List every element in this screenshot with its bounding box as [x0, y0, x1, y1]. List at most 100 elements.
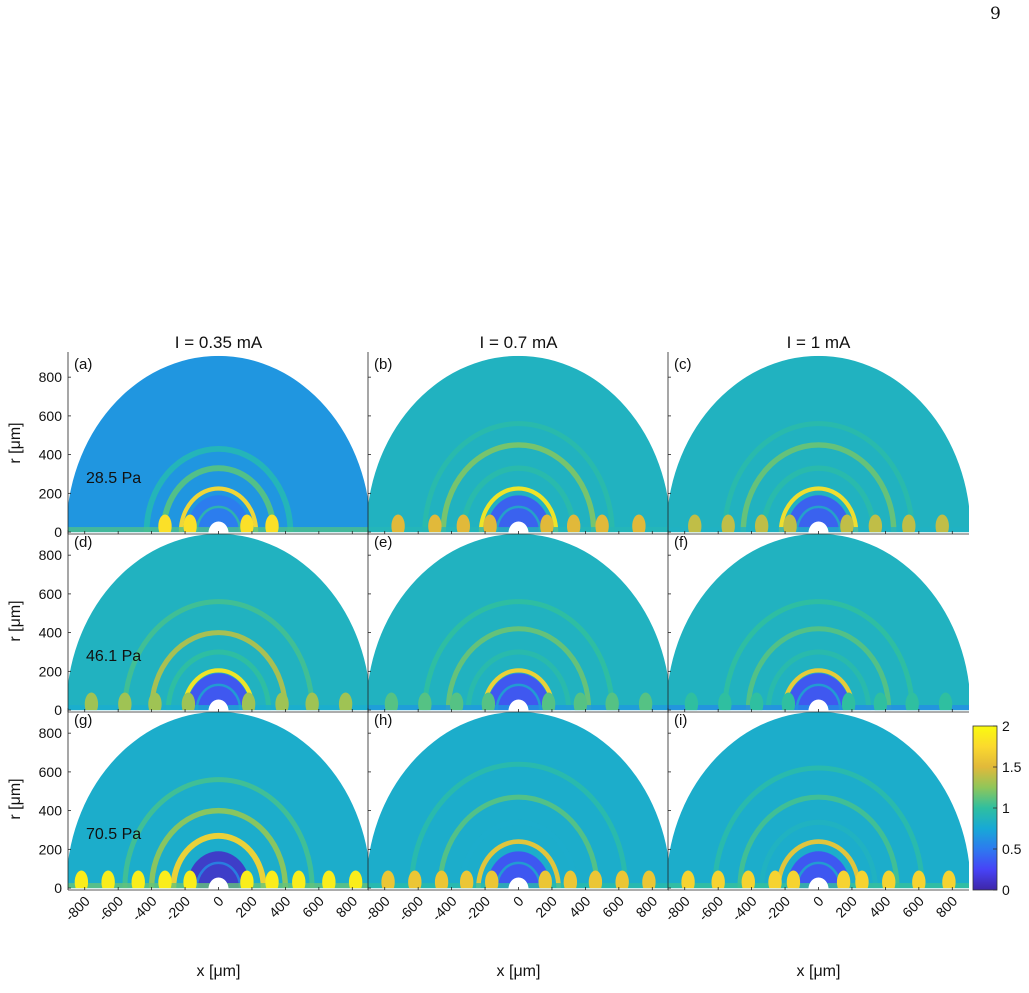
pressure-label: 70.5 Pa	[86, 826, 141, 843]
y-tick-label: 400	[39, 803, 63, 819]
x-tick-label: -400	[429, 893, 460, 924]
heatmap-blob	[840, 514, 854, 533]
y-tick-label: 800	[39, 725, 63, 741]
pressure-label: 46.1 Pa	[86, 648, 141, 665]
electrode-hole	[808, 699, 829, 712]
y-tick-label: 800	[39, 369, 63, 385]
electrode-hole	[208, 877, 229, 890]
x-tick-label: 600	[599, 893, 627, 921]
heatmap-band	[722, 599, 915, 711]
electrode-hole	[808, 877, 829, 890]
electrode-hole	[508, 877, 529, 890]
heatmap-band	[795, 505, 842, 533]
heatmap-electrode-region	[486, 673, 551, 711]
heatmap-blob	[711, 870, 725, 889]
colorbar-tick-label: 1.5	[1002, 759, 1022, 775]
heatmap-blob	[902, 514, 916, 533]
x-tick-label: 0	[510, 893, 527, 910]
heatmap-band	[778, 486, 859, 533]
heatmap-blob	[855, 870, 869, 889]
heatmap-band	[776, 839, 861, 889]
x-axis-label: x [μm]	[797, 963, 841, 980]
x-tick-label: -200	[162, 893, 193, 924]
column-title: I = 1 mA	[787, 333, 851, 352]
heatmap-blob	[566, 514, 581, 533]
x-tick-label: 800	[333, 893, 361, 921]
panel-label: (h)	[374, 712, 392, 729]
heatmap-blob	[131, 870, 145, 889]
y-tick-label: 0	[54, 880, 62, 896]
panel-label: (a)	[74, 356, 92, 373]
panel-a	[68, 355, 369, 534]
panel-label: (i)	[674, 712, 687, 729]
electrode-hole	[508, 521, 529, 534]
colorbar-tick-label: 1	[1002, 800, 1010, 816]
heatmap-band	[795, 683, 842, 711]
heatmap-electrode-region	[786, 495, 851, 533]
heatmap-blob	[540, 514, 554, 533]
heatmap-band	[495, 683, 542, 711]
x-tick-label: -800	[62, 893, 93, 924]
y-tick-label: 800	[39, 547, 63, 563]
heatmap-blob	[595, 514, 609, 533]
heatmap-blob	[873, 692, 888, 711]
heatmap-band	[722, 421, 915, 533]
heatmap-blob	[538, 870, 552, 889]
x-tick-label: -800	[662, 893, 693, 924]
heatmap-band	[737, 794, 900, 889]
heatmap-blob	[183, 514, 197, 533]
heatmap-band	[195, 505, 242, 533]
heatmap-blob	[434, 870, 449, 889]
heatmap-band	[712, 765, 925, 889]
heatmap-blob	[912, 870, 926, 889]
heatmap-band	[122, 599, 315, 711]
heatmap-blob	[754, 514, 769, 533]
heatmap-blob	[718, 692, 732, 711]
heatmap-band	[765, 649, 872, 711]
x-tick-label: -200	[462, 893, 493, 924]
heatmap-band	[495, 505, 542, 533]
panel-b	[368, 355, 669, 534]
colorbar-tick-label: 2	[1002, 718, 1010, 734]
heatmap-band	[476, 839, 561, 889]
panel-g	[68, 711, 369, 890]
colorbar-tick-label: 0	[1002, 882, 1010, 898]
heatmap-electrode-region	[186, 851, 251, 889]
column-title: I = 0.35 mA	[175, 333, 263, 352]
y-tick-label: 0	[54, 702, 62, 718]
heatmap-electrode-region	[186, 673, 251, 711]
electrode-hole	[208, 521, 229, 534]
panel-label: (d)	[74, 534, 92, 551]
panel-h	[368, 711, 669, 890]
heatmap-blob	[768, 870, 782, 889]
electrode-hole	[208, 699, 229, 712]
y-tick-label: 600	[39, 764, 63, 780]
heatmap-electrode-region	[486, 851, 551, 889]
heatmap-blob	[305, 692, 319, 711]
x-tick-label: -400	[729, 893, 760, 924]
heatmap-blob	[391, 514, 405, 533]
heatmap-blob	[688, 514, 702, 533]
heatmap-blob	[588, 870, 603, 889]
heatmap-band	[195, 861, 242, 889]
heatmap-band	[740, 442, 897, 533]
y-axis-label: r [μm]	[7, 600, 24, 641]
heatmap-band	[408, 761, 629, 889]
heatmap-blob	[101, 870, 115, 889]
heatmap-band	[478, 486, 559, 533]
y-tick-label: 400	[39, 625, 63, 641]
heatmap-blob	[938, 692, 953, 711]
panel-label: (b)	[374, 356, 392, 373]
heatmap-blob	[384, 692, 399, 711]
heatmap-band	[460, 465, 577, 533]
heatmap-blob	[684, 692, 699, 711]
y-axis-label: r [μm]	[7, 778, 24, 819]
heatmap-blob	[84, 692, 99, 711]
x-tick-label: 400	[866, 893, 894, 921]
panel-c	[668, 355, 969, 534]
heatmap-blob	[449, 692, 464, 711]
panel-label: (f)	[674, 534, 688, 551]
heatmap-band	[143, 445, 294, 533]
y-tick-label: 200	[39, 841, 63, 857]
y-tick-label: 400	[39, 447, 63, 463]
